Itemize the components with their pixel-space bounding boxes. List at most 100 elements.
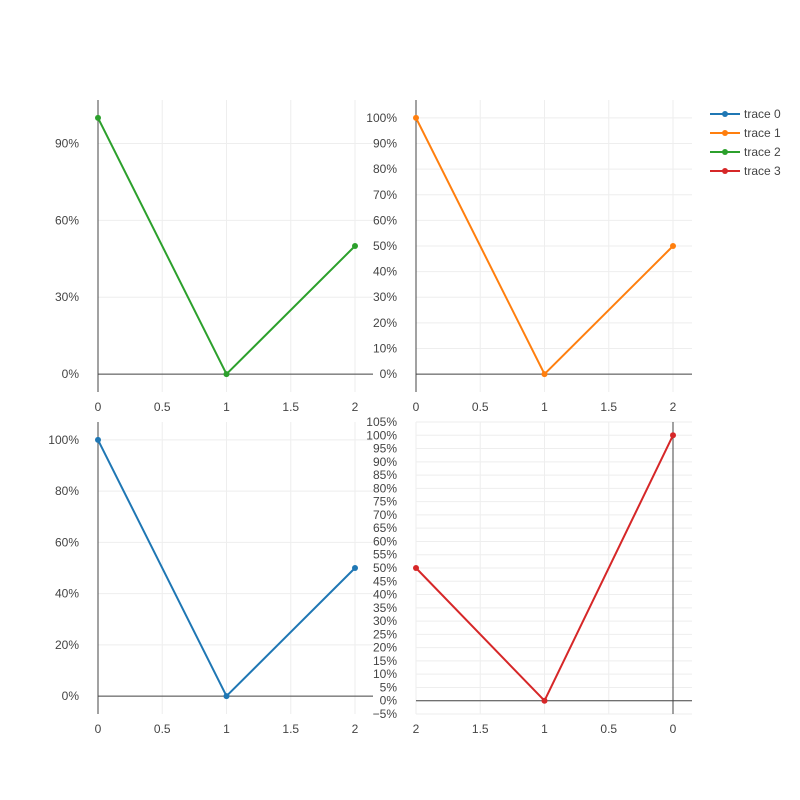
y-tick-label: 60% [373, 213, 397, 227]
legend-item[interactable]: trace 3 [710, 164, 781, 178]
y-tick-label: 90% [373, 137, 397, 151]
y-tick-label: 5% [380, 680, 398, 694]
y-tick-label: 100% [366, 111, 397, 125]
x-tick-label: 0.5 [154, 722, 171, 736]
y-tick-label: 35% [373, 601, 397, 615]
data-point [670, 432, 676, 439]
data-point [352, 565, 358, 571]
x-tick-label: 0 [413, 400, 420, 414]
x-tick-label: 1.5 [600, 400, 617, 414]
legend: trace 0 trace 1 trace 2 trace 3 [710, 107, 781, 178]
x-tick-label: 1 [541, 400, 548, 414]
data-point [352, 243, 358, 249]
legend-swatch-marker [722, 111, 728, 117]
y-tick-label: 45% [373, 574, 397, 588]
y-tick-label: 75% [373, 495, 397, 509]
y-tick-label: 10% [373, 341, 397, 355]
legend-swatch-marker [722, 168, 728, 174]
x-tick-label: 0.5 [154, 400, 171, 414]
y-tick-label: 50% [373, 239, 397, 253]
subplot-top-right: 0% 10% 20% 30% 40% 50% 60% 70% 80% 90% 100% 0 0.5 1 1.… [366, 100, 692, 414]
data-point [541, 697, 548, 704]
x-tick-label: 1 [223, 722, 230, 736]
data-point [223, 693, 230, 700]
y-tick-label: −5% [373, 707, 398, 721]
data-point [95, 436, 101, 443]
x-tick-label: 1.5 [282, 400, 299, 414]
y-tick-label: 80% [373, 162, 397, 176]
legend-label: trace 1 [744, 126, 781, 140]
y-tick-label: 100% [366, 428, 397, 442]
grid [415, 100, 692, 392]
y-tick-label: 40% [373, 588, 397, 602]
y-tick-label: 70% [373, 508, 397, 522]
data-point [670, 243, 676, 249]
x-tick-label: 1.5 [472, 722, 489, 736]
y-tick-label: 0% [380, 694, 398, 708]
y-tick-label: 50% [373, 561, 397, 575]
y-tick-label: 90% [55, 137, 79, 151]
y-tick-label: 0% [62, 689, 80, 703]
subplot-bottom-left: 0% 20% 40% 60% 80% 100% 0 0.5 1 1.5 2 [48, 422, 373, 736]
y-tick-label: 25% [373, 627, 397, 641]
y-tick-labels: −5%0%5%10%15%20%25%30%35%40%45%50%55%60%… [366, 415, 397, 721]
y-tick-label: 60% [373, 534, 397, 548]
legend-item[interactable]: trace 0 [710, 107, 781, 121]
y-tick-labels: 0% 20% 40% 60% 80% 100% [48, 433, 79, 703]
y-tick-label: 65% [373, 521, 397, 535]
x-tick-label: 2 [670, 400, 677, 414]
series-trace-0 [95, 436, 358, 700]
grid [415, 421, 692, 715]
data-point [223, 371, 230, 378]
y-tick-label: 30% [373, 290, 397, 304]
y-tick-label: 0% [380, 367, 398, 381]
legend-label: trace 2 [744, 145, 781, 159]
y-tick-label: 20% [373, 641, 397, 655]
data-point [413, 565, 419, 571]
series-trace-3 [413, 432, 676, 704]
y-tick-label: 40% [373, 265, 397, 279]
x-tick-label: 1 [541, 722, 548, 736]
x-tick-label: 0 [95, 400, 102, 414]
y-tick-label: 60% [55, 535, 79, 549]
x-tick-label: 2 [413, 722, 420, 736]
y-tick-labels: 0% 10% 20% 30% 40% 50% 60% 70% 80% 90% 100% [366, 111, 397, 381]
legend-swatch-marker [722, 149, 728, 155]
y-tick-label: 80% [373, 481, 397, 495]
y-tick-label: 15% [373, 654, 397, 668]
legend-label: trace 0 [744, 107, 781, 121]
y-tick-label: 85% [373, 468, 397, 482]
subplot-bottom-right: −5%0%5%10%15%20%25%30%35%40%45%50%55%60%… [366, 415, 692, 736]
legend-swatch-marker [722, 130, 728, 136]
data-point [413, 114, 419, 121]
x-tick-label: 2 [352, 400, 359, 414]
y-tick-label: 30% [55, 290, 79, 304]
y-tick-label: 100% [48, 433, 79, 447]
x-tick-labels: 0 0.5 1 1.5 2 [413, 400, 677, 414]
y-tick-label: 105% [366, 415, 397, 429]
y-tick-label: 10% [373, 667, 397, 681]
y-tick-label: 20% [55, 638, 79, 652]
x-tick-labels: 0 0.5 1 1.5 2 [95, 400, 359, 414]
y-tick-label: 95% [373, 442, 397, 456]
y-tick-label: 70% [373, 188, 397, 202]
series-trace-2 [95, 114, 358, 378]
y-tick-label: 55% [373, 548, 397, 562]
data-point [541, 371, 548, 378]
x-tick-label: 2 [352, 722, 359, 736]
legend-item[interactable]: trace 1 [710, 126, 781, 140]
data-point [95, 114, 101, 121]
x-tick-label: 0.5 [600, 722, 617, 736]
y-tick-label: 40% [55, 587, 79, 601]
legend-item[interactable]: trace 2 [710, 145, 781, 159]
y-tick-label: 30% [373, 614, 397, 628]
x-tick-label: 0.5 [472, 400, 489, 414]
x-tick-label: 0 [95, 722, 102, 736]
series-trace-1 [413, 114, 676, 378]
x-tick-labels: 2 1.5 1 0.5 0 [413, 722, 677, 736]
x-tick-label: 1 [223, 400, 230, 414]
y-tick-label: 80% [55, 484, 79, 498]
x-tick-label: 0 [670, 722, 677, 736]
